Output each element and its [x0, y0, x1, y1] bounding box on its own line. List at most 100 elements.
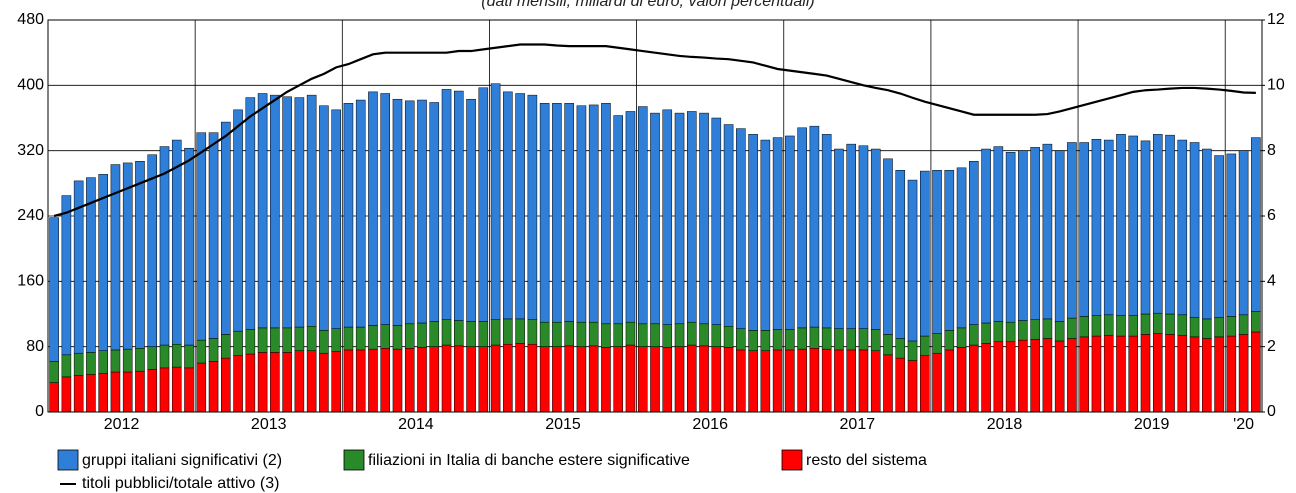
bar-segment	[1005, 321, 1016, 343]
bar-segment	[662, 109, 673, 325]
bar-segment	[159, 367, 170, 413]
bar-segment	[1251, 137, 1261, 312]
bar-segment	[883, 334, 893, 356]
bar-segment	[870, 329, 881, 351]
bar-segment	[1054, 340, 1065, 413]
legend-label: titoli pubblici/totale attivo (3)	[82, 475, 279, 492]
x-tick-label: 2014	[398, 416, 434, 433]
bar-segment	[588, 104, 599, 323]
bar-segment	[110, 371, 121, 413]
bar-segment	[1116, 134, 1126, 316]
bar-segment	[343, 326, 354, 351]
bar-segment	[171, 343, 182, 368]
bar-segment	[919, 170, 930, 337]
y2-tick-label: 6	[1267, 207, 1276, 224]
bar-segment	[1202, 338, 1212, 413]
y2-tick-label: 10	[1267, 77, 1285, 94]
bar-segment	[355, 349, 366, 413]
bar-segment	[1018, 150, 1028, 321]
bar-segment	[503, 91, 513, 320]
bar-segment	[870, 350, 881, 413]
bar-segment	[441, 89, 452, 320]
x-tick-label: 2018	[987, 416, 1023, 433]
bar-segment	[588, 345, 599, 413]
bar-segment	[539, 346, 550, 413]
bar-segment	[552, 346, 562, 413]
bar-segment	[1091, 315, 1102, 337]
bar-segment	[1189, 336, 1200, 413]
bar-segment	[625, 344, 636, 413]
bar-segment	[404, 323, 415, 349]
bar-segment	[956, 167, 967, 329]
bar-segment	[858, 145, 869, 329]
bar-segment	[233, 330, 243, 356]
bar-segment	[73, 375, 84, 413]
bar-segment	[969, 161, 979, 325]
bar-segment	[944, 349, 955, 413]
bar-segment	[834, 349, 844, 413]
bar-segment	[650, 112, 660, 325]
bar-segment	[233, 355, 243, 413]
chart-title: (dati mensili; miliardi di euro; valori …	[481, 0, 814, 10]
bar-segment	[454, 320, 464, 347]
bar-segment	[1079, 142, 1089, 317]
bar-segment	[883, 158, 893, 335]
bar-segment	[1165, 134, 1175, 315]
bar-segment	[919, 335, 930, 356]
bar-segment	[1214, 317, 1224, 338]
bar-segment	[135, 348, 145, 372]
bar-segment	[846, 143, 856, 329]
bar-segment	[270, 94, 280, 329]
bar-segment	[466, 98, 476, 322]
bar-segment	[625, 111, 636, 323]
bar-segment	[1226, 316, 1237, 337]
bar-segment	[1214, 336, 1224, 413]
bar-segment	[858, 349, 869, 413]
bar-segment	[772, 329, 783, 351]
bar-segment	[760, 139, 771, 331]
bar-segment	[736, 128, 746, 329]
bar-segment	[441, 344, 452, 413]
bar-segment	[576, 346, 587, 413]
bar-segment	[49, 361, 59, 383]
bar-segment	[478, 321, 489, 347]
bar-segment	[257, 327, 268, 353]
y-tick-label: 480	[17, 11, 44, 28]
bar-segment	[650, 346, 660, 413]
bar-segment	[1005, 152, 1016, 323]
bar-segment	[490, 344, 501, 413]
bar-segment	[478, 346, 489, 413]
bar-segment	[1116, 335, 1126, 413]
bar-segment	[821, 348, 832, 413]
bar-segment	[429, 102, 440, 322]
bar-segment	[1214, 155, 1224, 318]
bar-segment	[687, 111, 697, 323]
bar-segment	[343, 349, 354, 413]
bar-segment	[49, 382, 59, 413]
bar-segment	[932, 352, 942, 413]
bar-segment	[637, 323, 648, 347]
x-tick-label: 2017	[840, 416, 876, 433]
bar-segment	[1042, 143, 1053, 320]
bar-segment	[331, 109, 341, 329]
bar-segment	[613, 115, 623, 325]
bar-segment	[748, 330, 758, 352]
bar-segment	[454, 90, 464, 321]
bar-segment	[196, 132, 207, 341]
bar-segment	[331, 351, 341, 413]
bar-segment	[1226, 335, 1237, 413]
bar-segment	[1165, 334, 1175, 413]
bar-segment	[1177, 139, 1188, 316]
bar-segment	[564, 345, 574, 413]
bar-segment	[73, 352, 84, 376]
bar-segment	[797, 348, 807, 413]
bar-segment	[552, 321, 562, 347]
bar-segment	[883, 354, 893, 413]
bar-segment	[184, 147, 194, 346]
bar-segment	[257, 352, 268, 413]
bar-segment	[993, 341, 1004, 413]
bar-segment	[208, 338, 219, 362]
y2-tick-label: 2	[1267, 338, 1276, 355]
bar-segment	[723, 124, 734, 327]
bar-segment	[515, 93, 525, 320]
